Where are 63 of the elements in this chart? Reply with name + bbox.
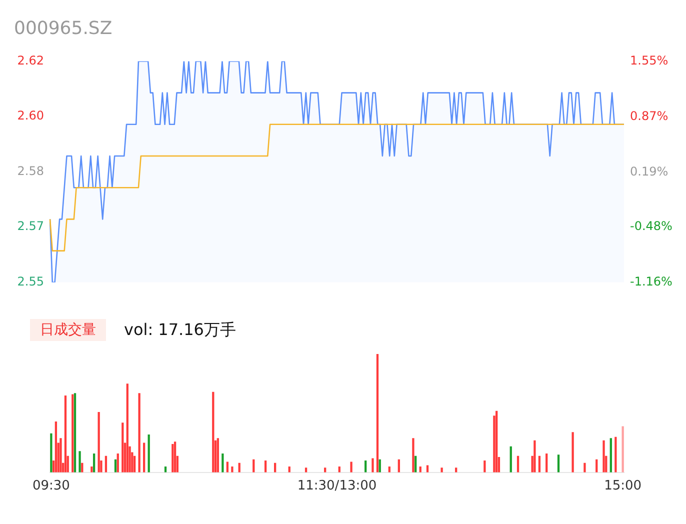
bar — [372, 458, 374, 472]
bar — [138, 393, 140, 472]
bar — [602, 440, 605, 472]
bar — [584, 462, 586, 472]
chart-title: 000965.SZ — [13, 16, 114, 40]
bar — [222, 453, 224, 472]
bar — [440, 468, 443, 472]
bar — [376, 354, 379, 472]
bar — [546, 453, 548, 472]
bar — [364, 460, 367, 472]
bar — [610, 438, 612, 472]
bar — [92, 453, 96, 472]
bar — [133, 456, 136, 472]
bar — [64, 395, 67, 472]
y2-tick-label: -1.16% — [630, 274, 672, 289]
text: 日成交量 — [30, 319, 106, 341]
bar — [216, 438, 219, 472]
bar — [622, 426, 624, 472]
bar — [74, 393, 76, 472]
y-tick-label: 2.58 — [17, 164, 44, 178]
bar — [231, 466, 234, 472]
bar — [72, 394, 74, 472]
bar — [484, 460, 486, 472]
bar — [350, 462, 352, 472]
x-tick-label: 11:30/13:00 — [297, 478, 377, 494]
bar — [212, 392, 214, 472]
y2-tick-label: 0.19% — [630, 164, 668, 178]
y-tick-label: 2.57 — [17, 219, 44, 234]
bar — [116, 453, 119, 472]
bar — [174, 442, 176, 472]
bar — [126, 384, 128, 472]
bar — [104, 456, 108, 472]
y-tick-label: 2.55 — [17, 274, 44, 289]
bar — [510, 446, 512, 472]
bar — [534, 440, 536, 472]
bar — [90, 466, 93, 472]
y2-tick-label: 0.87% — [630, 108, 668, 123]
bar — [412, 438, 414, 472]
bar — [172, 444, 174, 472]
bar — [572, 432, 574, 472]
bar — [54, 421, 58, 472]
text: vol: 17.16万手 — [124, 320, 236, 340]
bar — [98, 412, 100, 472]
bar — [414, 456, 417, 472]
bar — [122, 422, 124, 472]
x-tick-label: 09:30 — [32, 478, 70, 494]
y2-tick-label: 1.55% — [630, 53, 668, 68]
bar — [614, 436, 617, 472]
bar — [496, 410, 498, 472]
bar — [143, 442, 146, 472]
bar — [538, 456, 541, 472]
bar — [60, 438, 62, 472]
bar — [50, 433, 52, 472]
bar — [557, 454, 560, 472]
y-tick-label: 2.62 — [17, 53, 44, 68]
bar — [78, 451, 81, 472]
bar — [226, 462, 229, 472]
x-tick-label: 15:00 — [604, 478, 642, 494]
y-tick-label: 2.60 — [17, 108, 44, 123]
y2-tick-label: -0.48% — [630, 219, 672, 234]
bar — [264, 460, 267, 472]
bar — [148, 434, 150, 472]
bar — [516, 456, 520, 472]
